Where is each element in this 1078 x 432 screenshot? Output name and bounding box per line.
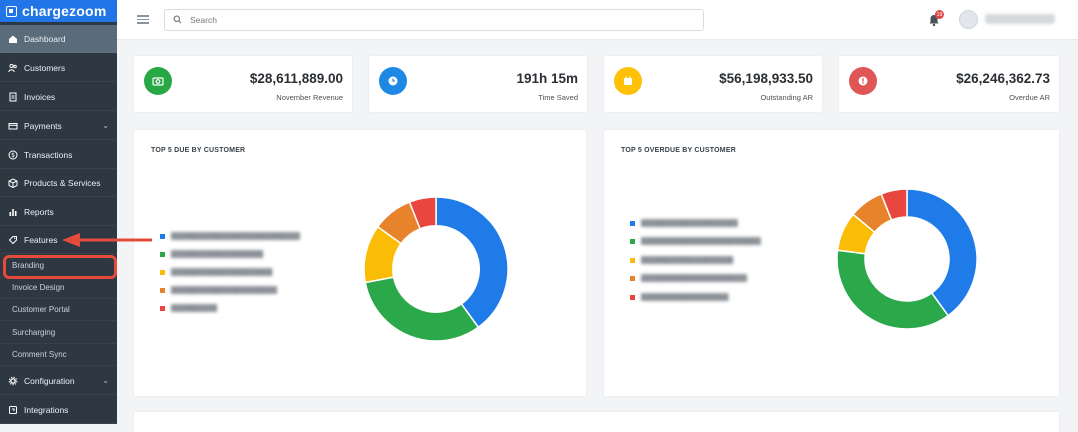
stat-value: 191h 15m [516, 71, 578, 86]
donut-chart-due [363, 196, 509, 342]
donut-slice[interactable] [836, 249, 950, 330]
logo-icon [6, 5, 17, 17]
sidebar-subitem-label: Customer Portal [12, 305, 70, 314]
sidebar-subitem-comment-sync[interactable]: Comment Sync [0, 344, 117, 366]
notification-count-badge: 19 [935, 10, 944, 19]
sidebar-item-label: Reports [24, 206, 54, 217]
stat-card-revenue: $28,611,889.00 November Revenue [134, 56, 352, 112]
stat-value: $26,246,362.73 [956, 71, 1050, 86]
donut-slice[interactable] [880, 188, 908, 221]
sidebar-item-label: Configuration [24, 375, 75, 386]
sidebar-subitem-label: Comment Sync [12, 350, 67, 359]
stat-value: $56,198,933.50 [719, 71, 813, 86]
stat-label: November Revenue [276, 93, 343, 102]
sidebar-item-label: Transactions [24, 149, 73, 160]
user-name-blurred[interactable] [985, 14, 1055, 24]
sidebar: chargezoom Dashboard Customers Invoices … [0, 0, 117, 424]
search-input[interactable] [188, 14, 688, 26]
camera-icon [144, 67, 172, 95]
sidebar-item-transactions[interactable]: $ Transactions [0, 141, 117, 169]
chevron-down-icon: ⌄ [102, 376, 109, 385]
sidebar-item-dashboard[interactable]: Dashboard [0, 25, 117, 53]
bottom-panel [134, 412, 1059, 432]
search-icon [173, 11, 182, 29]
search-box[interactable] [164, 9, 704, 31]
top-bar: 19 [117, 0, 1078, 40]
panel-top-due: TOP 5 DUE BY CUSTOMER ██████████████████… [134, 130, 586, 396]
invoice-icon [8, 92, 18, 102]
sidebar-item-label: Dashboard [24, 33, 66, 44]
sidebar-item-payments[interactable]: Payments ⌄ [0, 112, 117, 140]
sidebar-subitem-surcharging[interactable]: Surcharging [0, 322, 117, 344]
home-icon [8, 34, 18, 44]
sidebar-subitem-customer-portal[interactable]: Customer Portal [0, 299, 117, 321]
legend-item[interactable]: ██████████ [160, 305, 217, 312]
box-icon [8, 177, 18, 188]
panel-title: TOP 5 DUE BY CUSTOMER [151, 147, 246, 154]
card-icon [8, 121, 18, 131]
stat-card-outstanding-ar: $56,198,933.50 Outstanding AR [604, 56, 822, 112]
stat-value: $28,611,889.00 [249, 71, 343, 86]
sidebar-item-features[interactable]: Features [0, 226, 117, 254]
legend-item[interactable]: █████████████████████ [630, 220, 738, 227]
donut-slice[interactable] [408, 196, 437, 230]
users-icon [8, 63, 18, 73]
stat-card-overdue-ar: $26,246,362.73 Overdue AR [839, 56, 1059, 112]
sidebar-item-invoices[interactable]: Invoices [0, 83, 117, 111]
annotation-arrow [62, 233, 152, 247]
legend-item[interactable]: ██████████████████████████ [630, 238, 761, 245]
sidebar-subitem-invoice-design[interactable]: Invoice Design [0, 277, 117, 299]
stat-label: Overdue AR [1009, 93, 1050, 102]
legend-item[interactable]: ████████████████████████████ [160, 233, 300, 240]
legend-item[interactable]: ███████████████████████ [160, 287, 277, 294]
sidebar-item-reports[interactable]: Reports [0, 198, 117, 226]
stat-card-time-saved: 191h 15m Time Saved [369, 56, 587, 112]
menu-toggle-icon[interactable] [137, 13, 149, 25]
dollar-icon: $ [8, 150, 18, 160]
bar-chart-icon [8, 207, 18, 217]
gear-icon [8, 376, 18, 386]
legend-item[interactable]: ████████████████████ [160, 251, 263, 258]
sidebar-item-products-services[interactable]: Products & Services [0, 169, 117, 197]
legend-item[interactable]: ███████████████████ [630, 294, 729, 301]
clock-icon [379, 67, 407, 95]
sidebar-item-label: Customers [24, 62, 66, 73]
sidebar-item-integrations[interactable]: Integrations [0, 396, 117, 424]
plug-icon [8, 405, 18, 415]
donut-chart-overdue [836, 188, 978, 330]
legend-item[interactable]: ███████████████████████ [630, 275, 747, 282]
sidebar-item-label: Features [24, 234, 58, 245]
donut-slice[interactable] [435, 196, 509, 329]
annotation-highlight-box [3, 255, 117, 279]
stat-label: Time Saved [538, 93, 578, 102]
svg-text:$: $ [11, 152, 15, 159]
sidebar-item-label: Products & Services [24, 177, 101, 188]
calendar-icon [614, 67, 642, 95]
alert-icon [849, 67, 877, 95]
sidebar-subitem-label: Surcharging [12, 328, 56, 337]
user-avatar[interactable] [959, 10, 978, 29]
legend-item[interactable]: ████████████████████ [630, 257, 733, 264]
sidebar-item-label: Integrations [24, 404, 69, 415]
brand-logo[interactable]: chargezoom [0, 0, 117, 22]
sidebar-subitem-label: Invoice Design [12, 283, 65, 292]
donut-slice[interactable] [906, 188, 978, 317]
legend-item[interactable]: ██████████████████████ [160, 269, 272, 276]
brand-name: chargezoom [22, 3, 107, 19]
panel-top-overdue: TOP 5 OVERDUE BY CUSTOMER ██████████████… [604, 130, 1059, 396]
chevron-down-icon: ⌄ [102, 121, 109, 130]
sidebar-item-label: Payments [24, 120, 62, 131]
tag-icon [8, 235, 18, 245]
panel-title: TOP 5 OVERDUE BY CUSTOMER [621, 147, 736, 154]
sidebar-item-customers[interactable]: Customers [0, 54, 117, 82]
sidebar-subitem-label: Branding [12, 261, 45, 270]
donut-slice[interactable] [364, 276, 480, 342]
sidebar-item-configuration[interactable]: Configuration ⌄ [0, 367, 117, 395]
stat-label: Outstanding AR [760, 93, 813, 102]
sidebar-item-label: Invoices [24, 91, 56, 102]
